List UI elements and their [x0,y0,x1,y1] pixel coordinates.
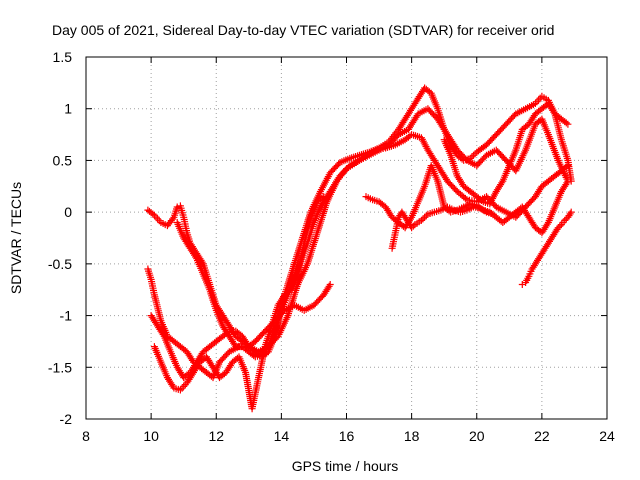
data-series-7 [388,203,497,252]
y-tick-labels: 1.5 1 0.5 0 -0.5 -1 -1.5 -2 [48,49,72,427]
data-series-9 [440,100,575,208]
axis-ticks [85,56,608,420]
data-series-1 [144,84,572,361]
x-tick-label: 24 [599,428,615,444]
series-markers [518,208,575,288]
x-tick-label: 20 [469,428,485,444]
y-tick-label: 0.5 [53,152,73,168]
series-markers [173,105,572,361]
x-tick-label: 14 [274,428,290,444]
x-axis-label: GPS time / hours [292,458,399,474]
x-tick-labels: 8 10 12 14 16 18 20 22 24 [82,428,615,444]
x-tick-label: 22 [534,428,550,444]
y-axis-label: SDTVAR / TECUs [8,182,24,294]
y-tick-label: -1 [60,308,73,324]
x-tick-label: 8 [82,428,90,444]
chart-title: Day 005 of 2021, Sidereal Day-to-day VTE… [52,22,554,38]
x-tick-label: 12 [208,428,224,444]
series-markers [440,100,575,208]
y-tick-label: 1.5 [53,49,73,65]
data-series-layer [144,84,575,413]
y-tick-label: -1.5 [48,359,72,375]
x-tick-label: 10 [143,428,159,444]
y-tick-label: 1 [64,101,72,117]
x-tick-label: 18 [404,428,420,444]
data-series-5 [173,105,572,361]
x-tick-label: 16 [339,428,355,444]
data-series-8 [518,208,575,288]
y-tick-label: -0.5 [48,256,72,272]
series-markers [144,84,572,361]
y-tick-label: 0 [64,204,72,220]
series-markers [388,203,497,252]
y-tick-label: -2 [60,411,73,427]
